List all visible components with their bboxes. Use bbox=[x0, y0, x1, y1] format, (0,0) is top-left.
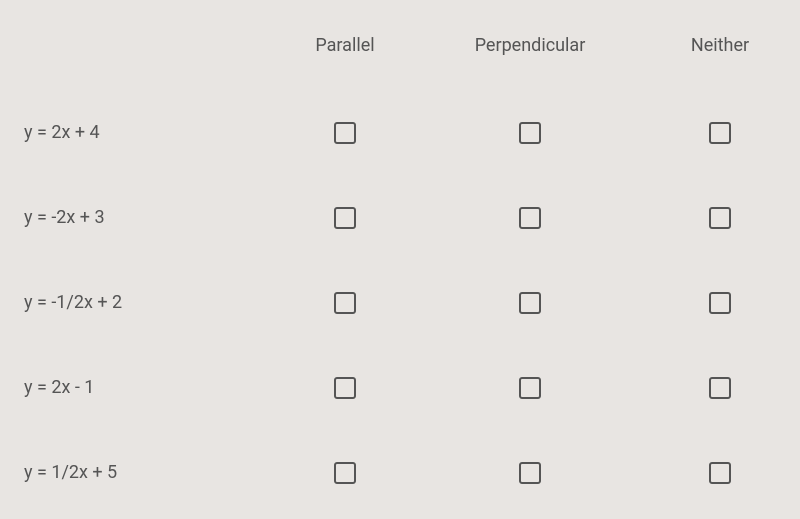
checkbox-cell bbox=[270, 122, 420, 144]
checkbox-r3-perpendicular[interactable] bbox=[519, 377, 541, 399]
question-grid: Parallel Perpendicular Neither y = 2x + … bbox=[0, 0, 800, 515]
row-label: y = -2x + 3 bbox=[0, 207, 270, 228]
checkbox-r0-neither[interactable] bbox=[709, 122, 731, 144]
checkbox-r1-neither[interactable] bbox=[709, 207, 731, 229]
checkbox-cell bbox=[640, 292, 800, 314]
checkbox-cell bbox=[640, 207, 800, 229]
checkbox-r1-perpendicular[interactable] bbox=[519, 207, 541, 229]
checkbox-r3-parallel[interactable] bbox=[334, 377, 356, 399]
checkbox-cell bbox=[420, 207, 640, 229]
checkbox-cell bbox=[420, 292, 640, 314]
row-label: y = 1/2x + 5 bbox=[0, 462, 270, 483]
row-label: y = 2x + 4 bbox=[0, 122, 270, 143]
row-label: y = 2x - 1 bbox=[0, 377, 270, 398]
checkbox-cell bbox=[640, 462, 800, 484]
checkbox-r2-neither[interactable] bbox=[709, 292, 731, 314]
checkbox-cell bbox=[420, 462, 640, 484]
checkbox-cell bbox=[270, 292, 420, 314]
checkbox-r2-parallel[interactable] bbox=[334, 292, 356, 314]
checkbox-r0-perpendicular[interactable] bbox=[519, 122, 541, 144]
row-label: y = -1/2x + 2 bbox=[0, 292, 270, 313]
checkbox-cell bbox=[420, 377, 640, 399]
checkbox-cell bbox=[640, 377, 800, 399]
checkbox-cell bbox=[270, 377, 420, 399]
column-header-neither: Neither bbox=[691, 35, 749, 56]
checkbox-cell bbox=[640, 122, 800, 144]
checkbox-r4-parallel[interactable] bbox=[334, 462, 356, 484]
checkbox-r4-neither[interactable] bbox=[709, 462, 731, 484]
checkbox-r1-parallel[interactable] bbox=[334, 207, 356, 229]
column-header-perpendicular: Perpendicular bbox=[475, 35, 586, 56]
checkbox-r3-neither[interactable] bbox=[709, 377, 731, 399]
checkbox-cell bbox=[270, 462, 420, 484]
column-header-parallel: Parallel bbox=[315, 35, 374, 56]
checkbox-cell bbox=[270, 207, 420, 229]
checkbox-r2-perpendicular[interactable] bbox=[519, 292, 541, 314]
checkbox-cell bbox=[420, 122, 640, 144]
checkbox-r0-parallel[interactable] bbox=[334, 122, 356, 144]
checkbox-r4-perpendicular[interactable] bbox=[519, 462, 541, 484]
